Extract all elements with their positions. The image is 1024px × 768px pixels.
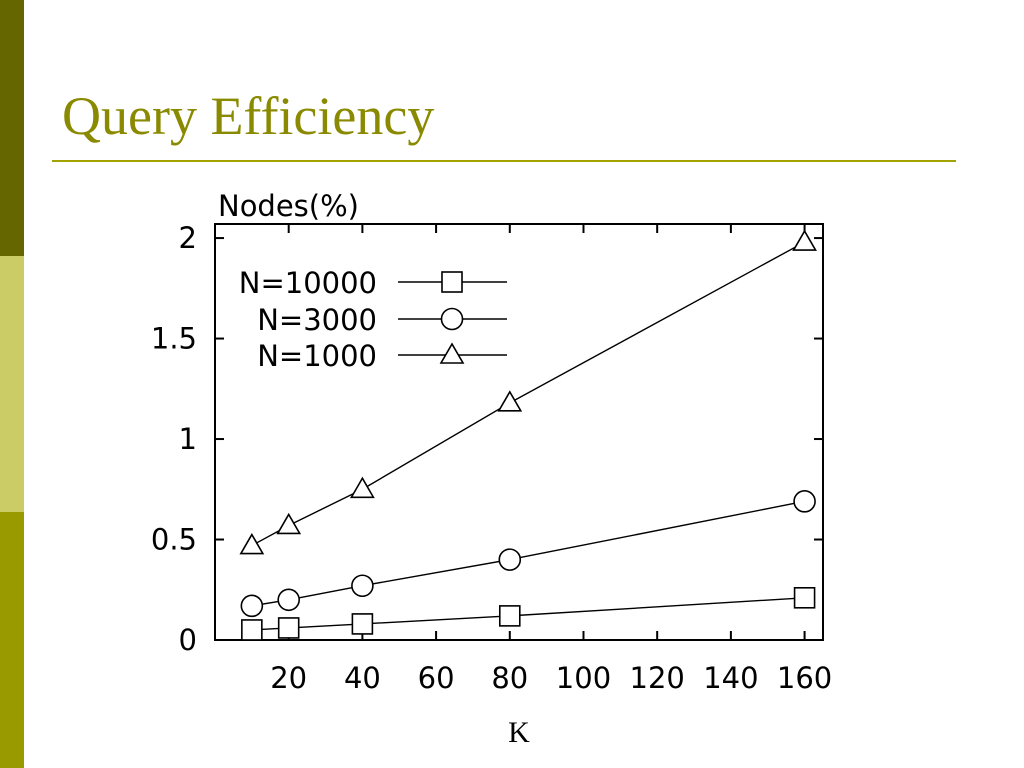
sidebar-band-middle [0,256,24,512]
data-point-triangle [239,532,265,555]
x-tick-label: 100 [556,661,611,695]
series-line-square [251,597,805,631]
data-point-square [241,619,263,641]
title-underline [52,160,956,162]
plot-frame [214,223,824,641]
x-tick-label: 20 [270,661,307,695]
legend-marker-triangle [439,342,465,364]
data-point-circle [240,594,264,618]
x-axis-label: K [508,716,530,749]
data-point-circle [793,490,816,513]
x-tick-label: 160 [777,661,832,695]
legend-label: N=10000 [239,266,377,300]
y-tick-label: 2 [179,221,197,255]
data-point-triangle [276,512,302,535]
y-tick-label: 1 [179,422,197,456]
series-line-circle [251,500,805,607]
data-point-square [498,605,521,627]
x-tick-label: 40 [344,661,381,695]
data-point-square [793,586,816,609]
y-tick-label: 1.5 [151,322,197,356]
y-tick-label: 0 [179,623,197,657]
x-tick-label: 140 [703,661,758,695]
data-point-square [277,617,300,639]
legend-marker-circle [440,307,464,331]
data-point-triangle [792,229,817,251]
data-point-square [351,613,374,635]
data-point-triangle [497,390,523,412]
legend-label: N=3000 [257,303,377,337]
slide-title: Query Efficiency [62,86,435,146]
data-point-circle [277,588,300,612]
legend-label: N=1000 [257,339,377,373]
data-point-circle [498,548,522,571]
x-tick-label: 120 [630,661,685,695]
data-point-circle [351,574,374,598]
legend-marker-square [441,271,463,293]
sidebar-band-bottom [0,512,24,768]
sidebar-band-top [0,0,24,256]
y-tick-label: 0.5 [151,523,197,557]
data-point-triangle [350,476,375,499]
y-axis-label: Nodes(%) [218,189,359,223]
x-tick-label: 60 [418,661,455,695]
x-tick-label: 80 [491,661,528,695]
